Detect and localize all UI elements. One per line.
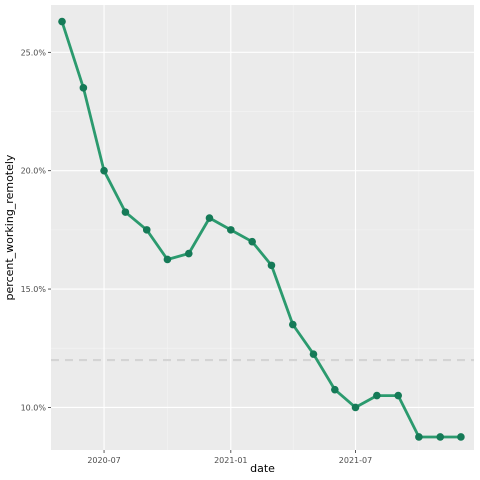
y-tick-label: 15.0% (21, 285, 47, 294)
y-tick-label: 10.0% (21, 403, 47, 412)
x-tick-label: 2021-01 (214, 456, 247, 465)
data-point (205, 214, 214, 222)
minor-gridlines (51, 5, 474, 450)
y-axis-ticks: 10.0% 15.0% 20.0% 25.0% (21, 48, 51, 412)
data-point (331, 385, 339, 394)
x-axis-ticks: 2020-07 2021-01 2021-07 (87, 450, 372, 465)
data-point (436, 433, 445, 441)
data-point (248, 237, 256, 246)
data-point (79, 84, 88, 92)
data-point (309, 350, 318, 358)
data-point (163, 255, 172, 264)
major-gridlines (51, 5, 474, 450)
y-axis-title: percent_working_remotely (3, 154, 16, 300)
plot-panel (51, 5, 474, 450)
y-tick-label: 20.0% (21, 167, 47, 176)
data-point (373, 391, 381, 400)
data-points (58, 17, 465, 441)
x-tick-label: 2020-07 (87, 456, 120, 465)
x-tick-label: 2021-07 (339, 456, 372, 465)
x-axis-title: date (250, 462, 275, 475)
data-point (58, 17, 66, 26)
data-point (121, 208, 130, 216)
data-point (394, 391, 403, 400)
y-tick-label: 25.0% (21, 48, 47, 57)
data-point (184, 249, 193, 258)
data-point (351, 403, 360, 412)
data-point (100, 166, 108, 175)
data-point (267, 261, 276, 270)
data-point (415, 433, 423, 441)
data-point (227, 226, 235, 234)
data-point (289, 320, 297, 329)
data-point (457, 433, 465, 441)
data-point (142, 226, 151, 234)
